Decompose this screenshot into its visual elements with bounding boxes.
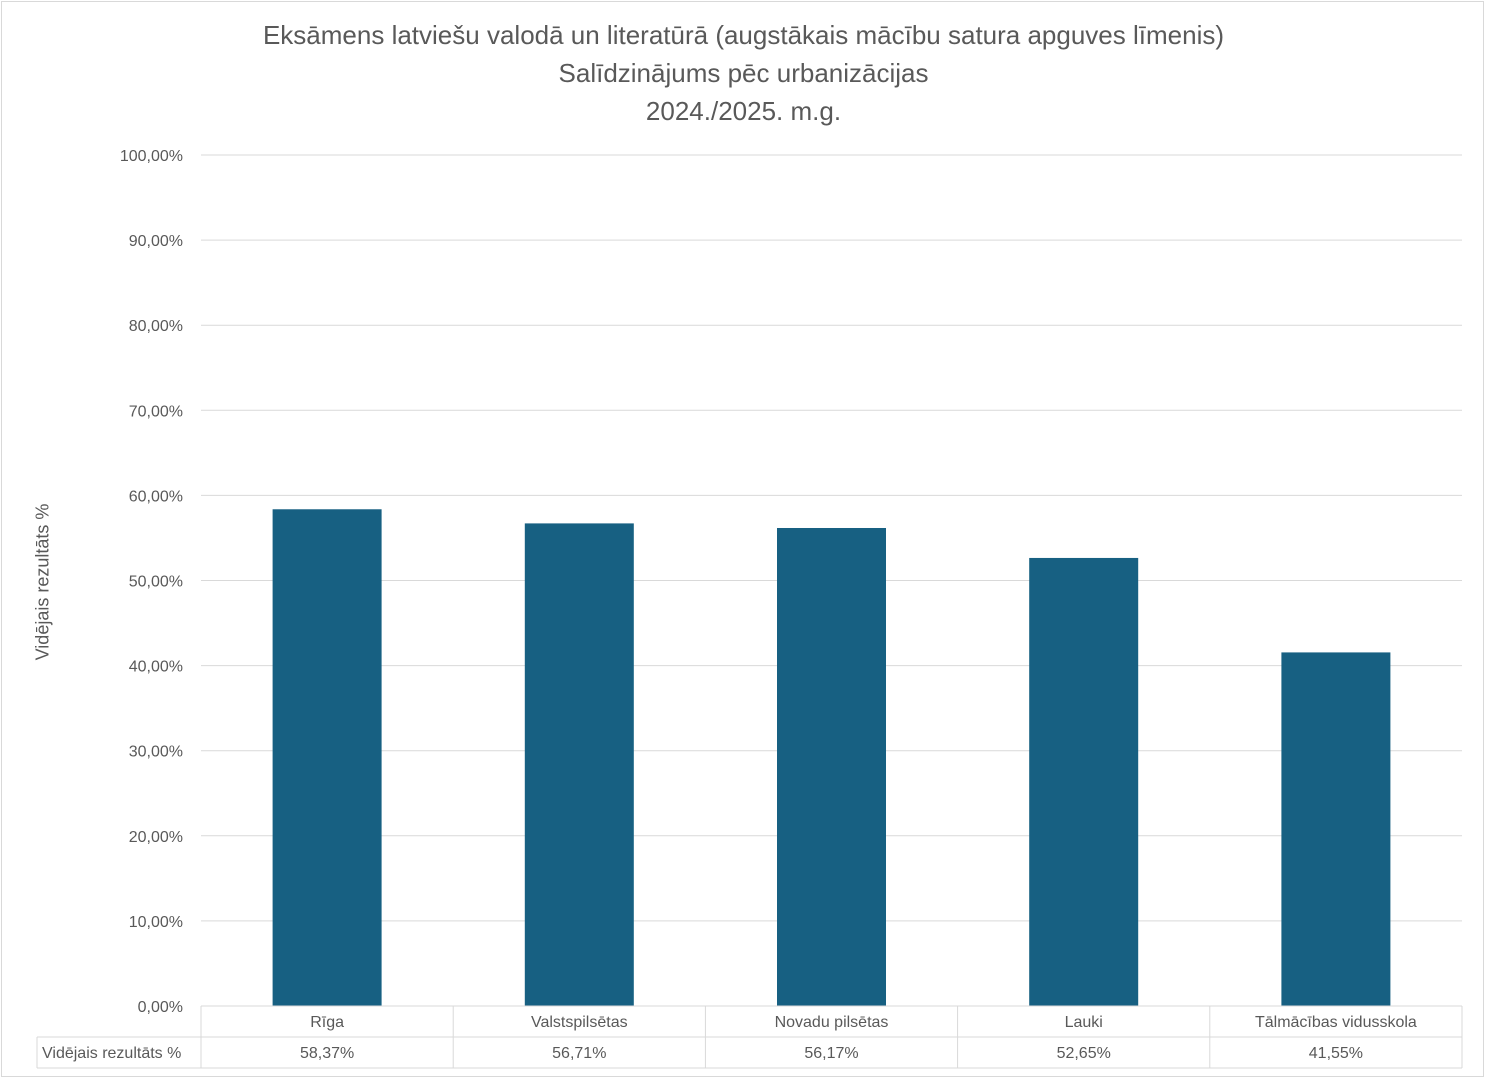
data-label: 56,17%: [804, 1045, 858, 1062]
data-label: 52,65%: [1057, 1045, 1111, 1062]
data-label: 41,55%: [1309, 1045, 1363, 1062]
y-tick-label: 90,00%: [129, 233, 183, 250]
bar-3: [777, 527, 886, 1006]
y-tick-label: 50,00%: [129, 574, 183, 591]
y-tick-label: 80,00%: [129, 318, 183, 335]
category-label: Novadu pilsētas: [775, 1014, 889, 1031]
category-label: Tālmācības vidusskola: [1255, 1014, 1417, 1031]
y-tick-label: 100,00%: [120, 148, 183, 165]
bar-2: [524, 523, 634, 1006]
category-label: Lauki: [1065, 1014, 1103, 1031]
y-tick-label: 40,00%: [129, 659, 183, 676]
bar-5: [1281, 652, 1391, 1006]
bar-1: [272, 509, 382, 1006]
bar-4: [1029, 557, 1139, 1006]
data-label: 58,37%: [300, 1045, 354, 1062]
chart-subtitle: Salīdzinājums pēc urbanizācijas: [558, 58, 929, 88]
category-label: Rīga: [310, 1014, 344, 1031]
y-tick-label: 10,00%: [129, 914, 183, 931]
table-row-label: Vidējais rezultāts %: [42, 1045, 181, 1062]
y-tick-label: 30,00%: [129, 744, 183, 761]
chart-year: 2024./2025. m.g.: [645, 96, 842, 126]
y-tick-label: 20,00%: [129, 829, 183, 846]
y-tick-label: 60,00%: [129, 488, 183, 505]
y-tick-label: 0,00%: [138, 999, 183, 1016]
y-tick-label: 70,00%: [129, 403, 183, 420]
category-label: Valstspilsētas: [531, 1014, 628, 1031]
data-label: 56,71%: [552, 1045, 606, 1062]
chart-title: Eksāmens latviešu valodā un literatūrā (…: [262, 20, 1225, 50]
